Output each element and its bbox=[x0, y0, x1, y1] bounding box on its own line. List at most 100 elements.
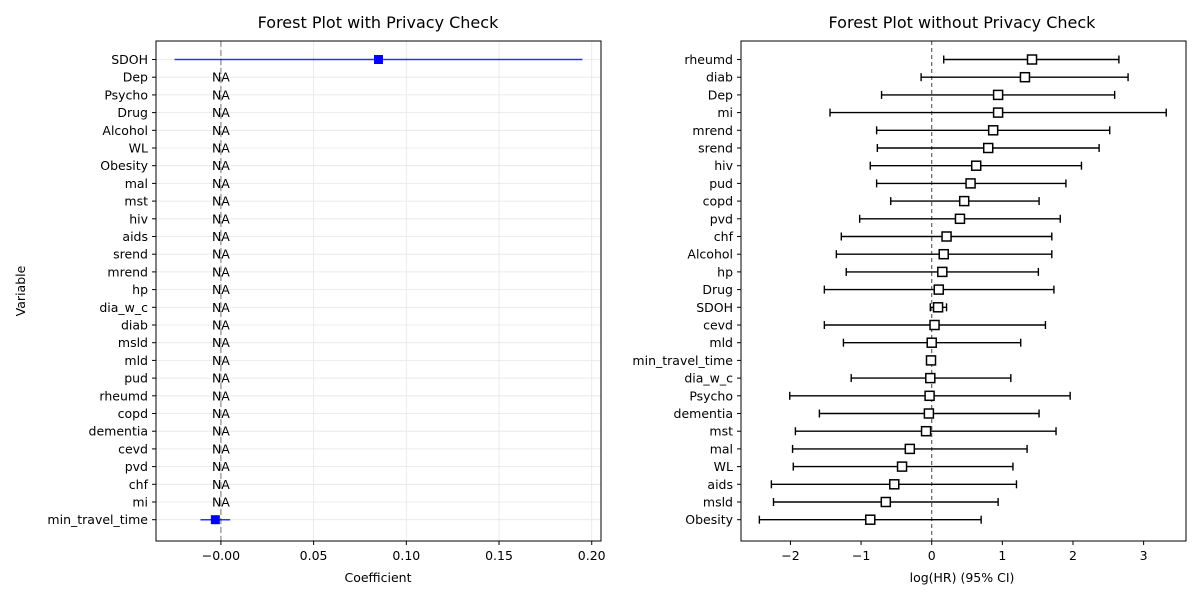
x-tick-label: 0.15 bbox=[485, 548, 513, 563]
y-tick-label: Obesity bbox=[685, 512, 733, 527]
x-tick-label: 1 bbox=[998, 548, 1006, 563]
y-tick-label: Alcohol bbox=[687, 247, 733, 262]
y-tick-label: msld bbox=[703, 495, 733, 510]
na-label: NA bbox=[212, 318, 230, 333]
y-tick-label: Drug bbox=[702, 282, 733, 297]
chart-title: Forest Plot without Privacy Check bbox=[829, 13, 1097, 32]
x-tick-label: 0.20 bbox=[578, 548, 606, 563]
x-tick-label: 2 bbox=[1069, 548, 1077, 563]
y-tick-label: mld bbox=[709, 335, 733, 350]
na-label: NA bbox=[212, 388, 230, 403]
estimate-marker bbox=[992, 107, 1004, 118]
estimate-marker bbox=[925, 372, 936, 384]
na-label: NA bbox=[212, 406, 230, 421]
x-tick-label: −2 bbox=[781, 548, 799, 563]
estimate-marker bbox=[865, 514, 876, 525]
estimate-marker bbox=[926, 337, 937, 348]
y-tick-label: WL bbox=[129, 141, 148, 156]
y-tick-label: diab bbox=[121, 318, 148, 333]
y-tick-label: min_travel_time bbox=[47, 512, 148, 527]
chart-title: Forest Plot with Privacy Check bbox=[258, 13, 499, 32]
y-tick-label: chf bbox=[714, 229, 734, 244]
axes-frame bbox=[155, 40, 602, 542]
y-tick-label: msld bbox=[118, 335, 148, 350]
estimate-marker bbox=[987, 125, 999, 136]
y-tick-label: aids bbox=[122, 229, 148, 244]
y-tick-label: hp bbox=[132, 282, 148, 297]
na-label: NA bbox=[212, 441, 230, 456]
y-tick-label: cevd bbox=[703, 318, 733, 333]
y-tick-label: dia_w_c bbox=[99, 300, 148, 315]
y-tick-label: srend bbox=[698, 141, 733, 156]
y-axis-label: Variable bbox=[13, 265, 28, 316]
estimate-marker bbox=[958, 195, 970, 207]
y-tick-label: rheumd bbox=[684, 52, 733, 67]
y-tick-label: chf bbox=[129, 477, 149, 492]
left-forest-panel: NA NA NA NA NA NA NA NA NA NA NA NA NA NA NA NA NA NA NA NA… bbox=[13, 13, 606, 585]
estimate-marker bbox=[965, 178, 976, 189]
y-tick-label: mi bbox=[132, 495, 148, 510]
y-tick-label: Alcohol bbox=[102, 123, 148, 138]
na-label: NA bbox=[212, 300, 230, 315]
estimate-marker bbox=[929, 319, 940, 331]
na-label: NA bbox=[212, 353, 230, 368]
x-tick-label: −0.00 bbox=[202, 548, 240, 563]
na-label: NA bbox=[212, 477, 230, 492]
y-tick-label: hiv bbox=[129, 211, 148, 226]
estimate-marker bbox=[889, 479, 900, 490]
axes-frame bbox=[740, 40, 1187, 542]
estimate-marker bbox=[933, 284, 945, 295]
y-tick-label: pud bbox=[124, 371, 148, 386]
y-tick-label: dementia bbox=[89, 424, 148, 439]
y-tick-label: mrend bbox=[692, 123, 733, 138]
estimate-marker bbox=[920, 425, 932, 437]
estimate-marker bbox=[896, 461, 908, 472]
estimate-marker bbox=[1019, 71, 1031, 83]
estimate-marker bbox=[1026, 54, 1038, 65]
estimate-marker bbox=[880, 496, 892, 508]
right-forest-panel: rheumd diab Dep mi mrend srend hiv pud copd pvd ch… bbox=[632, 13, 1187, 585]
na-label: NA bbox=[212, 176, 230, 191]
x-tick-label: 0.05 bbox=[300, 548, 328, 563]
y-tick-label: hp bbox=[717, 264, 733, 279]
y-tick-label: Dep bbox=[708, 87, 733, 102]
estimate-marker bbox=[904, 443, 916, 455]
na-label: NA bbox=[212, 211, 230, 226]
x-axis-label: log(HR) (95% CI) bbox=[910, 570, 1015, 585]
y-tick-label: mal bbox=[710, 441, 733, 456]
y-tick-label: aids bbox=[707, 477, 733, 492]
na-label: NA bbox=[212, 335, 230, 350]
y-tick-label: mst bbox=[709, 424, 733, 439]
estimate-marker bbox=[932, 302, 944, 313]
na-label: NA bbox=[212, 247, 230, 262]
estimate-marker bbox=[925, 355, 937, 366]
y-tick-label: Dep bbox=[123, 70, 148, 85]
estimate-marker bbox=[938, 248, 949, 260]
y-tick-label: WL bbox=[714, 459, 733, 474]
estimate-marker bbox=[937, 266, 948, 278]
na-label: NA bbox=[212, 229, 230, 244]
y-tick-label: mal bbox=[125, 176, 148, 191]
y-tick-label: mi bbox=[717, 105, 733, 120]
y-tick-label: hiv bbox=[714, 158, 733, 173]
na-label: NA bbox=[212, 459, 230, 474]
y-tick-label: Psycho bbox=[104, 87, 148, 102]
estimate-marker bbox=[374, 55, 383, 64]
x-tick-label: −1 bbox=[852, 548, 870, 563]
y-tick-label: SDOH bbox=[111, 52, 148, 67]
x-tick-label: 0 bbox=[928, 548, 936, 563]
y-tick-label: diab bbox=[706, 70, 733, 85]
y-tick-label: srend bbox=[113, 247, 148, 262]
y-tick-label: Obesity bbox=[100, 158, 148, 173]
y-tick-label: copd bbox=[118, 406, 148, 421]
y-tick-label: mld bbox=[124, 353, 148, 368]
y-tick-label: copd bbox=[703, 194, 733, 209]
na-label: NA bbox=[212, 282, 230, 297]
na-label: NA bbox=[212, 424, 230, 439]
estimate-marker bbox=[923, 408, 935, 419]
estimate-marker bbox=[941, 231, 952, 242]
na-label: NA bbox=[212, 495, 230, 510]
na-label: NA bbox=[212, 105, 230, 120]
na-label: NA bbox=[212, 158, 230, 173]
